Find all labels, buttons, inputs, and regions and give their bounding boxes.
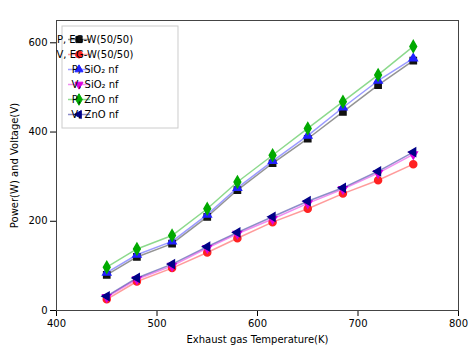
svg-text:V, ZnO nf: V, ZnO nf	[71, 109, 119, 120]
svg-text:P, ZnO nf: P, ZnO nf	[72, 94, 119, 105]
svg-text:400: 400	[28, 126, 47, 137]
svg-text:V, SiO₂ nf: V, SiO₂ nf	[71, 79, 119, 90]
svg-text:700: 700	[348, 318, 367, 329]
svg-text:P, EG-W(50/50): P, EG-W(50/50)	[57, 34, 133, 45]
svg-text:200: 200	[28, 215, 47, 226]
svg-text:500: 500	[147, 318, 166, 329]
svg-text:600: 600	[28, 37, 47, 48]
svg-text:Power(W) and Voltage(V): Power(W) and Voltage(V)	[9, 103, 20, 228]
svg-text:400: 400	[47, 318, 66, 329]
svg-text:P, SiO₂ nf: P, SiO₂ nf	[72, 64, 119, 75]
svg-text:600: 600	[248, 318, 267, 329]
svg-text:0: 0	[41, 305, 47, 316]
svg-text:Exhaust gas Temperature(K): Exhaust gas Temperature(K)	[187, 334, 329, 345]
svg-text:V, EG-W(50/50): V, EG-W(50/50)	[57, 49, 134, 60]
svg-text:800: 800	[449, 318, 468, 329]
